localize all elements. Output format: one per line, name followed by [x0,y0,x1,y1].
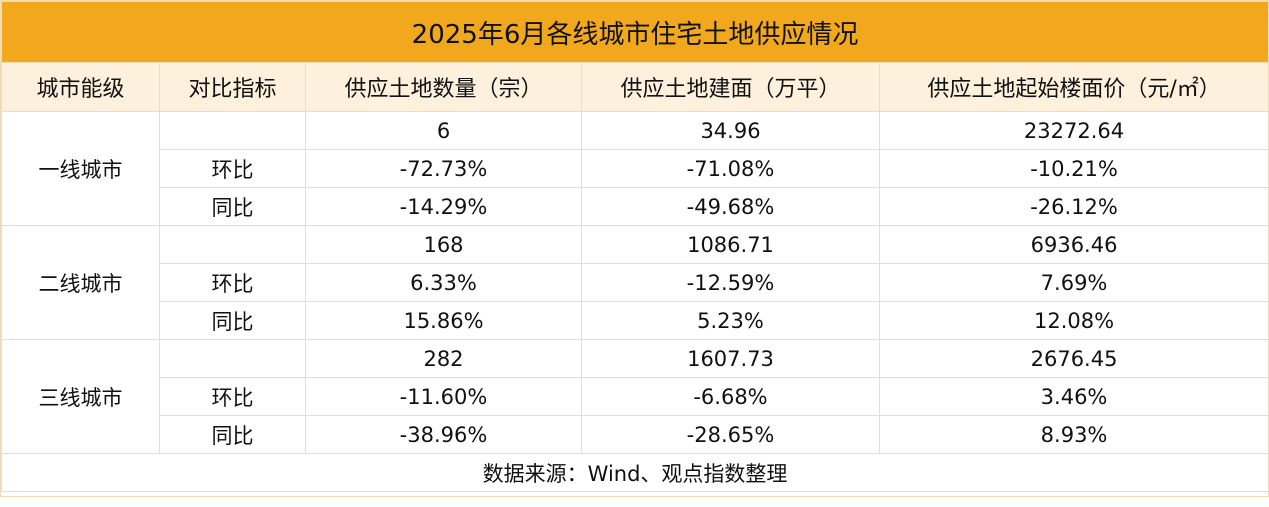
metric-cell [159,339,306,378]
metric-cell: 同比 [159,415,306,454]
tier-cell: 三线城市 [1,339,160,454]
table-row: 同比 15.86% 5.23% 12.08% [2,301,1269,340]
table-row: 城市能级 对比指标 供应土地数量（宗） 供应土地建面（万平） 供应土地起始楼面价（元/㎡… [1,62,1269,112]
table-row: 2025年6月各线城市住宅土地供应情况 [0,1,1269,63]
value-cell: 6.33% [305,263,582,302]
value-cell: 7.69% [878,263,1269,302]
value-cell: -26.12% [878,187,1269,226]
value-cell: 15.86% [305,301,582,340]
value-cell: -72.73% [305,149,582,188]
header-cell: 供应土地建面（万平） [581,62,880,112]
value-cell: 8.93% [878,415,1269,454]
tier-cell: 二线城市 [1,225,160,340]
table-title: 2025年6月各线城市住宅土地供应情况 [0,1,1269,63]
metric-cell [159,111,306,150]
value-cell: 34.96 [581,111,880,150]
metric-cell [159,225,306,264]
value-cell: 282 [305,339,582,378]
table-row: 三线城市 282 1607.73 2676.45 [1,339,1269,454]
value-cell: 1086.71 [581,225,880,264]
value-cell: 2676.45 [878,339,1269,378]
supply-table: 2025年6月各线城市住宅土地供应情况 城市能级 对比指标 供应土地数量（宗） 供应土地… [0,1,1269,492]
value-cell: -6.68% [581,377,880,416]
metric-cell: 同比 [159,301,306,340]
value-cell: 23272.64 [878,111,1269,150]
tier-cell: 一线城市 [1,111,160,226]
table-row: 一线城市 6 34.96 23272.64 [1,111,1269,226]
table-row: 同比 -38.96% -28.65% 8.93% [2,415,1269,454]
value-cell: 1607.73 [581,339,880,378]
value-cell: 6936.46 [878,225,1269,264]
value-cell: -49.68% [581,187,880,226]
metric-cell: 环比 [159,377,306,416]
metric-cell: 环比 [159,263,306,302]
value-cell: -38.96% [305,415,582,454]
value-cell: -71.08% [581,149,880,188]
table-row: 环比 6.33% -12.59% 7.69% [2,263,1269,302]
table-row: 环比 -72.73% -71.08% -10.21% [2,149,1269,188]
table-row: 同比 -14.29% -49.68% -26.12% [2,187,1269,226]
value-cell: 3.46% [878,377,1269,416]
metric-cell: 同比 [159,187,306,226]
value-cell: -10.21% [878,149,1269,188]
value-cell: -28.65% [581,415,880,454]
table-row: 环比 -11.60% -6.68% 3.46% [2,377,1269,416]
value-cell: -14.29% [305,187,582,226]
value-cell: 168 [305,225,582,264]
metric-cell: 环比 [159,149,306,188]
header-cell: 对比指标 [159,62,306,112]
value-cell: 5.23% [581,301,880,340]
header-cell: 城市能级 [1,62,160,112]
table-row: 二线城市 168 1086.71 6936.46 [1,225,1269,340]
source-note: 数据来源：Wind、观点指数整理 [0,453,1269,492]
value-cell: 12.08% [878,301,1269,340]
header-cell: 供应土地起始楼面价（元/㎡） [878,62,1269,112]
value-cell: -11.60% [305,377,582,416]
value-cell: -12.59% [581,263,880,302]
table-row: 数据来源：Wind、观点指数整理 [0,453,1269,492]
value-cell: 6 [305,111,582,150]
header-cell: 供应土地数量（宗） [305,62,582,112]
